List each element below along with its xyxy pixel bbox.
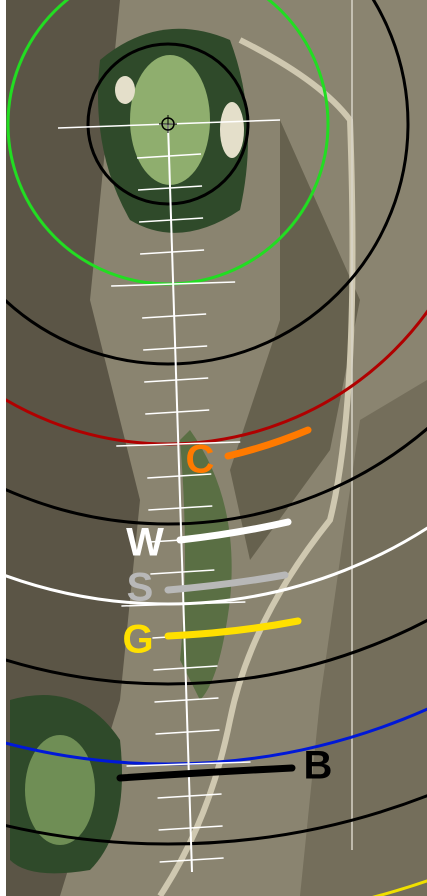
cart-path: [157, 37, 356, 896]
tick: [158, 825, 223, 831]
distance-ring: [6, 794, 427, 846]
tick: [157, 793, 222, 799]
scrub: [300, 380, 427, 896]
tick: [155, 729, 220, 735]
tick: [159, 857, 224, 863]
bunker: [115, 76, 135, 104]
club-distance-arc: [176, 518, 292, 544]
club-label: C: [186, 438, 215, 482]
distance-ring: [6, 426, 427, 526]
club-label: W: [126, 521, 164, 565]
tick: [142, 313, 207, 319]
club-distance-arc: [116, 764, 296, 782]
tick: [143, 345, 208, 351]
club-label: G: [122, 618, 153, 662]
distance-ring: [86, 42, 250, 206]
bunker: [220, 102, 244, 158]
tick: [121, 601, 246, 607]
tick: [153, 665, 218, 671]
club-label: S: [127, 566, 154, 610]
club-distance-arc: [224, 426, 312, 460]
distance-ring: [6, 0, 410, 366]
green: [130, 55, 210, 185]
tick: [147, 473, 212, 479]
tick: [111, 281, 236, 287]
tick: [154, 697, 219, 703]
distance-ring: [6, 618, 427, 686]
tick: [138, 185, 203, 191]
tick: [116, 441, 241, 447]
club-distance-arc: [164, 617, 302, 640]
tick: [145, 409, 210, 415]
tick: [140, 249, 205, 255]
tick: [126, 761, 251, 767]
green: [25, 735, 95, 845]
tick: [139, 217, 204, 223]
tick: [148, 505, 213, 511]
scrub: [6, 0, 140, 896]
tick: [136, 153, 202, 159]
tick: [150, 569, 215, 575]
club-label: B: [304, 744, 333, 788]
tick: [144, 377, 209, 383]
club-distance-arc: [164, 571, 289, 594]
center-line: [167, 123, 193, 873]
